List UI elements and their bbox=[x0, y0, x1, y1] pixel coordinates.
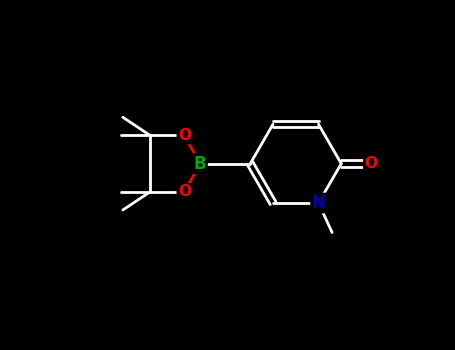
Text: O: O bbox=[178, 128, 191, 143]
Text: N: N bbox=[312, 194, 325, 212]
Text: B: B bbox=[194, 155, 207, 173]
Text: O: O bbox=[364, 156, 377, 171]
Text: O: O bbox=[178, 184, 191, 199]
